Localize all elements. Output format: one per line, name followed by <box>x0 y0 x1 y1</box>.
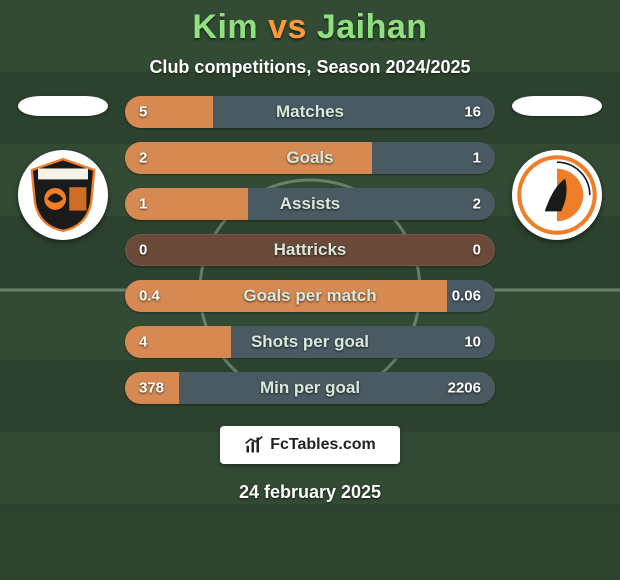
stat-row: 2 1 Goals <box>125 142 495 174</box>
stat-bars: 5 16 Matches 2 1 Goals 1 2 Assists 0 0 Hattricks 0.4… <box>125 96 495 404</box>
stat-fill-right <box>213 96 495 128</box>
stat-label: Hattricks <box>274 240 347 260</box>
stat-value-right: 0.06 <box>452 288 481 305</box>
right-club-crest-icon <box>516 154 598 236</box>
right-club-badge <box>512 150 602 240</box>
stat-row: 5 16 Matches <box>125 96 495 128</box>
stat-value-right: 2 <box>473 196 481 213</box>
stat-label: Shots per goal <box>251 332 369 352</box>
left-club-badge <box>18 150 108 240</box>
stat-value-left: 1 <box>139 196 147 213</box>
left-club-crest-icon <box>24 156 102 234</box>
date-label: 24 february 2025 <box>239 482 381 503</box>
title-right-name: Jaihan <box>317 8 428 46</box>
brand-label: FcTables.com <box>270 436 376 454</box>
stat-row: 0 0 Hattricks <box>125 234 495 266</box>
stat-value-right: 16 <box>464 104 481 121</box>
stat-row: 0.4 0.06 Goals per match <box>125 280 495 312</box>
stat-value-right: 2206 <box>448 380 481 397</box>
left-side <box>13 96 113 240</box>
stat-label: Goals <box>286 148 333 168</box>
right-flag <box>512 96 602 116</box>
stat-row: 1 2 Assists <box>125 188 495 220</box>
stat-value-left: 4 <box>139 334 147 351</box>
comparison-title: Kim vs Jaihan Kim vs Jaihan <box>192 8 427 47</box>
right-side <box>507 96 607 240</box>
chart-icon <box>244 435 264 455</box>
title-vs: vs <box>268 8 317 46</box>
subtitle: Club competitions, Season 2024/2025 <box>149 57 470 78</box>
brand-badge[interactable]: FcTables.com <box>220 426 400 464</box>
stat-value-left: 5 <box>139 104 147 121</box>
stat-value-right: 10 <box>464 334 481 351</box>
stat-value-left: 0.4 <box>139 288 160 305</box>
stat-value-left: 2 <box>139 150 147 167</box>
stat-value-left: 0 <box>139 242 147 259</box>
stat-label: Min per goal <box>260 378 360 398</box>
stat-value-left: 378 <box>139 380 164 397</box>
stat-label: Matches <box>276 102 344 122</box>
stat-label: Assists <box>280 194 340 214</box>
stat-label: Goals per match <box>243 286 376 306</box>
stat-fill-left <box>125 142 372 174</box>
stat-value-right: 1 <box>473 150 481 167</box>
stat-row: 378 2206 Min per goal <box>125 372 495 404</box>
stat-row: 4 10 Shots per goal <box>125 326 495 358</box>
title-left-name: Kim <box>192 8 258 46</box>
left-flag <box>18 96 108 116</box>
stat-value-right: 0 <box>473 242 481 259</box>
